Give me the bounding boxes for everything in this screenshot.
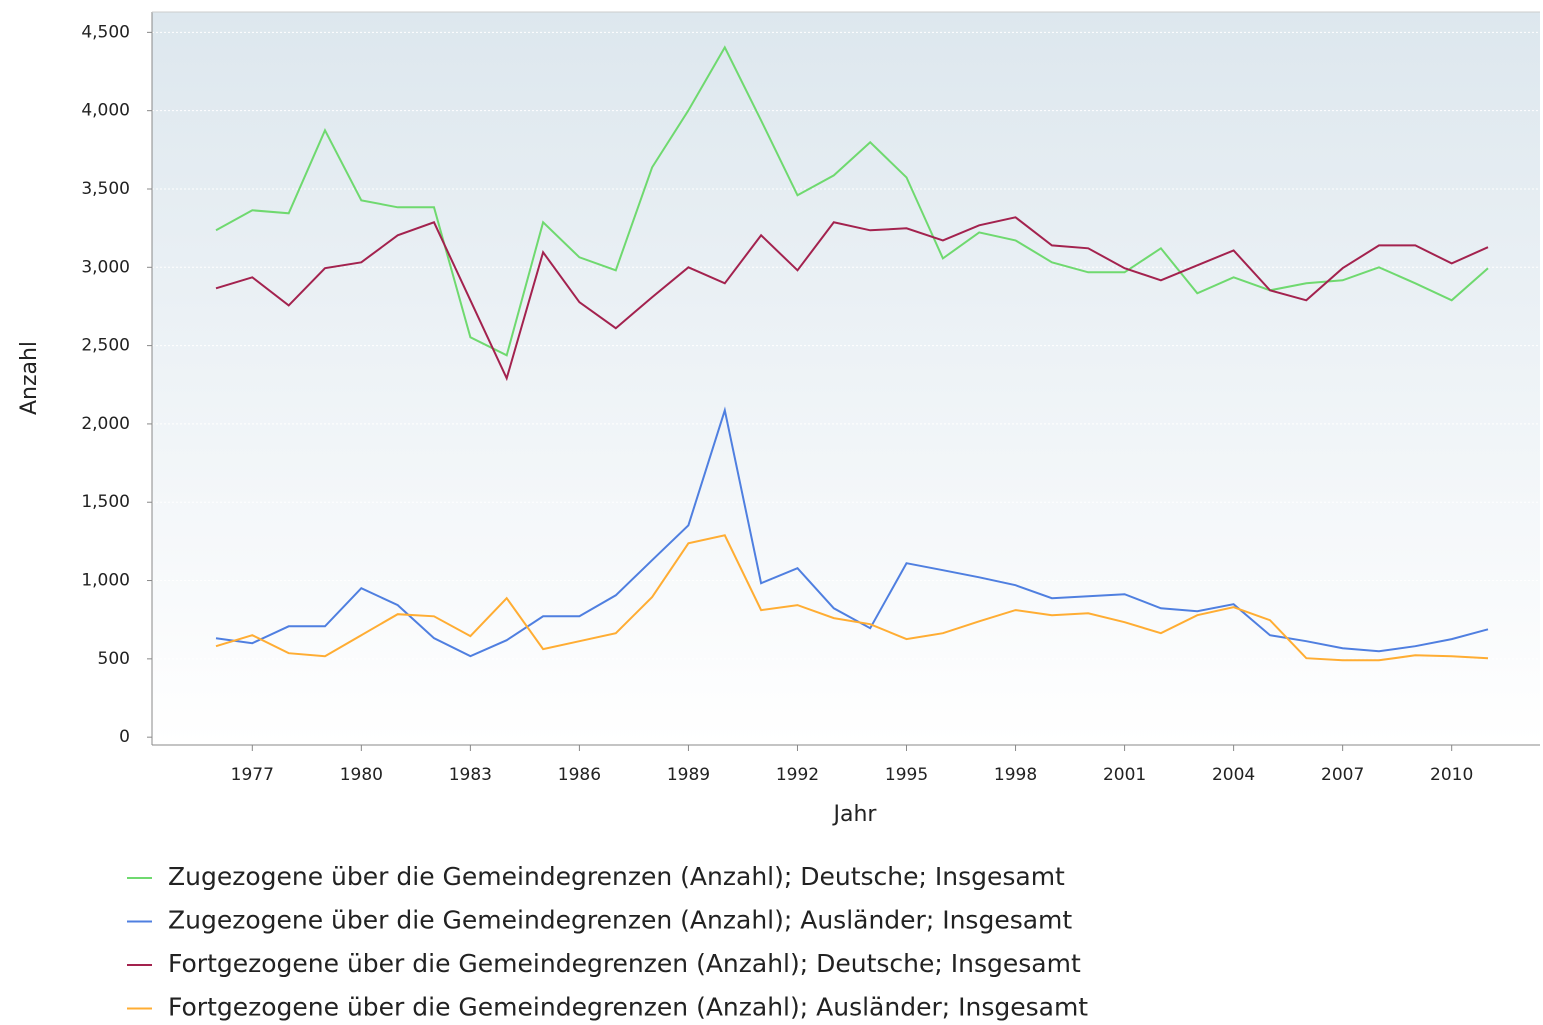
y-tick-label: 1,000 — [81, 571, 130, 591]
x-tick-label: 2004 — [1212, 765, 1255, 785]
y-axis-label: Anzahl — [17, 341, 42, 415]
series-line — [215, 534, 1489, 662]
series-line — [215, 45, 1489, 357]
x-tick-label: 1995 — [885, 765, 928, 785]
y-tick-label: 0 — [119, 727, 130, 747]
y-tick-label: 3,000 — [81, 257, 130, 277]
series-line — [215, 216, 1489, 382]
y-tick-label: 1,500 — [81, 492, 130, 512]
x-tick-label: 1992 — [776, 765, 819, 785]
x-axis-label: Jahr — [832, 802, 878, 827]
y-tick-label: 2,500 — [81, 336, 130, 356]
legend-label: Zugezogene über die Gemeindegrenzen (Anz… — [168, 862, 1065, 891]
x-tick-label: 1986 — [558, 765, 601, 785]
y-tick-label: 4,000 — [81, 101, 130, 121]
legend-label: Zugezogene über die Gemeindegrenzen (Anz… — [168, 906, 1072, 935]
x-tick-label: 1983 — [449, 765, 492, 785]
x-tick-label: 1998 — [994, 765, 1037, 785]
y-tick-label: 3,500 — [81, 179, 130, 199]
y-tick-label: 2,000 — [81, 414, 130, 434]
y-tick-label: 4,500 — [81, 22, 130, 42]
series-line — [215, 406, 1489, 658]
x-tick-label: 1989 — [667, 765, 710, 785]
legend-label: Fortgezogene über die Gemeindegrenzen (A… — [168, 949, 1081, 978]
legend-label: Fortgezogene über die Gemeindegrenzen (A… — [168, 993, 1088, 1022]
y-tick-label: 500 — [98, 649, 130, 669]
x-tick-label: 2007 — [1321, 765, 1364, 785]
x-tick-label: 1980 — [340, 765, 383, 785]
x-tick-label: 2010 — [1430, 765, 1473, 785]
x-tick-label: 2001 — [1103, 765, 1146, 785]
x-tick-label: 1977 — [231, 765, 274, 785]
